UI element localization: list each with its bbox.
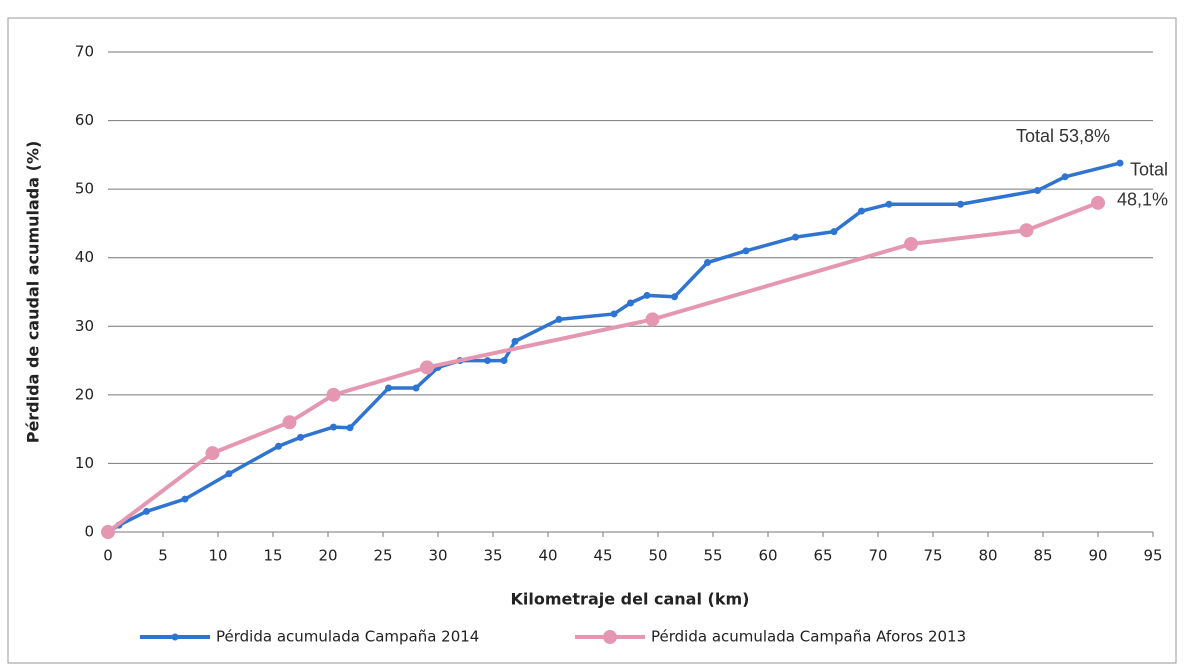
y-tick-label: 20 bbox=[75, 385, 94, 403]
y-axis-title: Pérdida de caudal acumulada (%) bbox=[24, 141, 43, 444]
point bbox=[101, 525, 115, 539]
point bbox=[858, 207, 865, 215]
x-tick-label: 60 bbox=[758, 547, 777, 565]
y-tick-label: 0 bbox=[84, 523, 94, 541]
point bbox=[225, 470, 233, 478]
x-tick-label: 95 bbox=[1143, 547, 1162, 565]
point bbox=[904, 237, 918, 251]
point bbox=[957, 200, 964, 208]
x-axis-title: Kilometraje del canal (km) bbox=[511, 590, 750, 609]
point bbox=[412, 384, 420, 392]
point bbox=[645, 312, 660, 327]
frame bbox=[7, 17, 1177, 664]
legend-label: Pérdida acumulada Campaña Aforos 2013 bbox=[651, 628, 966, 646]
point bbox=[742, 247, 750, 255]
annotation: Total bbox=[1130, 160, 1168, 180]
x-tick-label: 45 bbox=[593, 547, 612, 565]
series-line bbox=[106, 200, 1099, 534]
x-tick-label: 15 bbox=[263, 547, 282, 565]
x-tick-label: 50 bbox=[648, 547, 667, 565]
x-tick-label: 70 bbox=[868, 547, 887, 565]
y-tick-label: 30 bbox=[75, 317, 94, 335]
annotation: Total 53,8% bbox=[1016, 126, 1110, 146]
x-tick-label: 5 bbox=[158, 547, 168, 565]
point bbox=[275, 442, 282, 450]
point bbox=[500, 357, 508, 365]
x-tick-label: 55 bbox=[703, 547, 722, 565]
x-tick-label: 25 bbox=[373, 547, 392, 565]
point bbox=[420, 360, 434, 375]
point bbox=[1019, 223, 1034, 238]
x-tick-label: 10 bbox=[208, 547, 227, 565]
x-tick-label: 35 bbox=[483, 547, 502, 565]
point bbox=[704, 259, 711, 267]
x-tick-label: 0 bbox=[103, 547, 113, 565]
x-tick-label: 20 bbox=[318, 547, 337, 565]
point bbox=[555, 315, 563, 323]
point bbox=[511, 337, 519, 345]
point bbox=[205, 446, 220, 461]
point bbox=[885, 200, 893, 208]
point bbox=[830, 228, 838, 236]
point bbox=[627, 299, 634, 307]
point bbox=[1091, 195, 1105, 210]
x-tick-label: 80 bbox=[978, 547, 997, 565]
point bbox=[181, 495, 189, 503]
point bbox=[643, 291, 651, 299]
y-tick-label: 40 bbox=[75, 248, 94, 266]
point bbox=[282, 415, 297, 430]
point bbox=[1116, 159, 1124, 167]
legend-label: Pérdida acumulada Campaña 2014 bbox=[216, 628, 479, 646]
legend-marker bbox=[603, 630, 617, 644]
point bbox=[346, 424, 354, 432]
point bbox=[1034, 187, 1041, 195]
x-tick-label: 85 bbox=[1033, 547, 1052, 565]
series-line bbox=[107, 161, 1121, 534]
x-tick-label: 75 bbox=[923, 547, 942, 565]
point bbox=[671, 293, 678, 301]
point bbox=[385, 384, 392, 392]
x-tick-label: 90 bbox=[1088, 547, 1107, 565]
point bbox=[330, 423, 337, 431]
y-tick-label: 50 bbox=[75, 180, 94, 198]
point bbox=[484, 357, 491, 365]
point bbox=[143, 507, 150, 515]
point bbox=[792, 233, 799, 241]
point bbox=[326, 387, 341, 402]
y-tick-label: 60 bbox=[75, 111, 94, 129]
y-tick-label: 10 bbox=[75, 454, 94, 472]
point bbox=[297, 433, 304, 441]
x-tick-label: 30 bbox=[428, 547, 447, 565]
x-tick-label: 65 bbox=[813, 547, 832, 565]
annotation: 48,1% bbox=[1117, 190, 1168, 210]
y-tick-label: 70 bbox=[75, 43, 94, 61]
legend-marker bbox=[171, 633, 179, 641]
point bbox=[610, 310, 618, 318]
point bbox=[1061, 173, 1069, 181]
x-tick-label: 40 bbox=[538, 547, 557, 565]
